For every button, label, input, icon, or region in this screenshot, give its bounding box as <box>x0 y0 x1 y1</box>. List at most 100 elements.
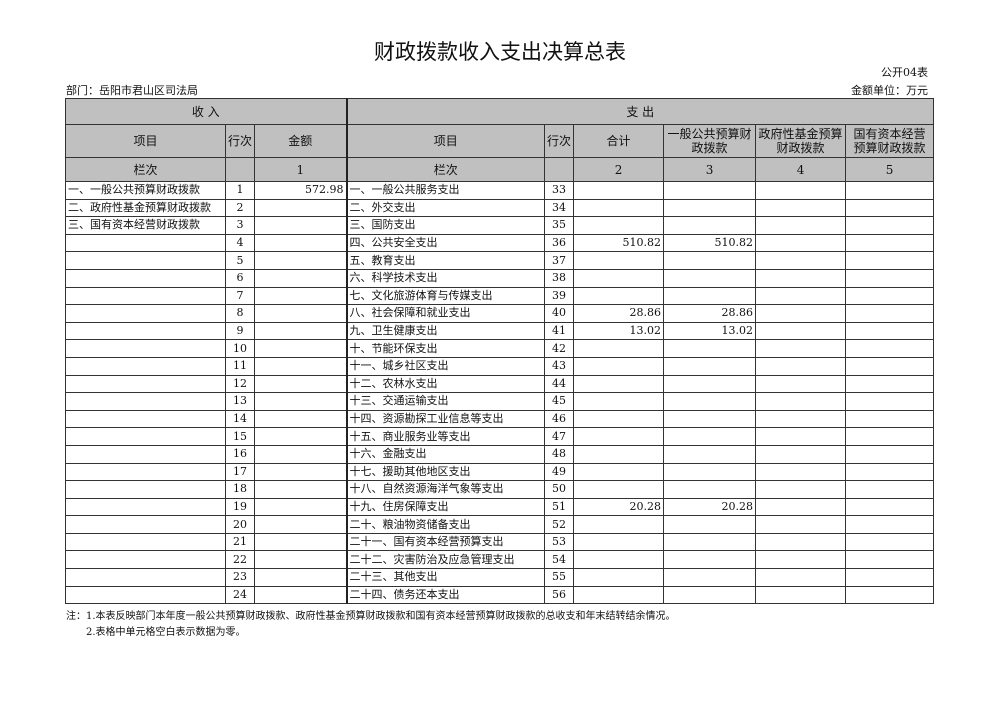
cell-in-amt <box>254 409 348 429</box>
table-row: 9 九、卫生健康支出 41 13.02 13.02 <box>65 321 935 341</box>
cell-in-amt <box>254 585 348 605</box>
cell-ex-no: 49 <box>544 462 575 482</box>
cell-in-no: 24 <box>224 585 256 605</box>
table-row: 22 二十二、灾害防治及应急管理支出 54 <box>65 550 935 570</box>
cell-ex-item: 二十三、其他支出 <box>346 568 546 587</box>
table-row: 16 十六、金融支出 48 <box>65 444 935 464</box>
cell-in-amt <box>254 497 348 517</box>
cell-in-no: 6 <box>224 268 256 288</box>
cell-in-item <box>65 304 226 323</box>
table-row: 12 十二、农林水支出 44 <box>65 374 935 394</box>
cell-ex-no: 46 <box>544 409 575 429</box>
cell-general <box>663 268 757 288</box>
table-row: 20 二十、粮油物资储备支出 52 <box>65 515 935 534</box>
cell-state <box>845 497 935 517</box>
cell-general: 20.28 <box>663 497 757 517</box>
cell-in-no: 3 <box>224 216 256 235</box>
expense-header: 支 出 <box>346 98 935 125</box>
cell-ex-item: 三、国防支出 <box>346 216 546 235</box>
cell-fund <box>755 321 847 341</box>
cell-general <box>663 585 757 605</box>
cell-total: 28.86 <box>573 304 665 323</box>
cell-in-no: 1 <box>224 181 256 200</box>
cell-in-item <box>65 339 226 358</box>
cell-in-no: 11 <box>224 356 256 376</box>
table-row: 15 十五、商业服务业等支出 47 <box>65 427 935 446</box>
budget-table: 收 入 支 出 项目 行次 金额 项目 行次 合计 一般公共预算财政拨款 政府性… <box>64 98 935 605</box>
note-2: 2.表格中单元格空白表示数据为零。 <box>66 627 246 638</box>
cell-ex-no: 34 <box>544 198 575 218</box>
expense-column-label: 栏次 <box>346 157 546 182</box>
cell-in-no: 21 <box>224 532 256 552</box>
cell-in-item <box>65 462 226 482</box>
cell-fund <box>755 480 847 499</box>
cell-in-item <box>65 568 226 587</box>
column-5: 5 <box>845 157 935 182</box>
income-row-no-header: 行次 <box>224 124 256 158</box>
table-row: 6 六、科学技术支出 38 <box>65 268 935 288</box>
cell-general: 13.02 <box>663 321 757 341</box>
state-capital-header: 国有资本经营预算财政拨款 <box>845 124 935 158</box>
cell-total <box>573 251 665 270</box>
table-row: 10 十、节能环保支出 42 <box>65 339 935 358</box>
cell-state <box>845 480 935 499</box>
cell-ex-no: 41 <box>544 321 575 341</box>
cell-fund <box>755 286 847 306</box>
cell-total <box>573 374 665 394</box>
cell-state <box>845 568 935 587</box>
cell-state <box>845 356 935 376</box>
cell-in-no: 12 <box>224 374 256 394</box>
cell-total <box>573 462 665 482</box>
cell-ex-no: 38 <box>544 268 575 288</box>
cell-state <box>845 444 935 464</box>
cell-ex-no: 54 <box>544 550 575 570</box>
table-row: 21 二十一、国有资本经营预算支出 53 <box>65 532 935 552</box>
cell-fund <box>755 374 847 394</box>
cell-in-item <box>65 392 226 411</box>
cell-total <box>573 550 665 570</box>
cell-total <box>573 392 665 411</box>
cell-ex-item: 十七、援助其他地区支出 <box>346 462 546 482</box>
income-header: 收 入 <box>64 98 348 125</box>
cell-in-item <box>65 532 226 552</box>
cell-ex-item: 十二、农林水支出 <box>346 374 546 394</box>
cell-ex-no: 51 <box>544 497 575 517</box>
cell-in-amt <box>254 392 348 411</box>
cell-ex-item: 十一、城乡社区支出 <box>346 356 546 376</box>
cell-in-amt <box>254 198 348 218</box>
cell-ex-item: 二十一、国有资本经营预算支出 <box>346 532 546 552</box>
cell-total <box>573 286 665 306</box>
table-row: 4 四、公共安全支出 36 510.82 510.82 <box>65 233 935 253</box>
cell-general <box>663 480 757 499</box>
table-row: 14 十四、资源勘探工业信息等支出 46 <box>65 409 935 429</box>
cell-ex-item: 十五、商业服务业等支出 <box>346 427 546 446</box>
cell-general <box>663 356 757 376</box>
cell-in-item <box>65 286 226 306</box>
cell-total: 13.02 <box>573 321 665 341</box>
cell-fund <box>755 356 847 376</box>
cell-total: 510.82 <box>573 233 665 253</box>
cell-general <box>663 374 757 394</box>
table-row: 7 七、文化旅游体育与传媒支出 39 <box>65 286 935 306</box>
cell-total <box>573 444 665 464</box>
cell-state <box>845 233 935 253</box>
cell-in-amt <box>254 286 348 306</box>
cell-ex-no: 44 <box>544 374 575 394</box>
cell-general <box>663 198 757 218</box>
cell-ex-no: 43 <box>544 356 575 376</box>
cell-state <box>845 321 935 341</box>
cell-in-no: 9 <box>224 321 256 341</box>
cell-in-amt <box>254 304 348 323</box>
column-1: 1 <box>254 157 348 182</box>
cell-state <box>845 251 935 270</box>
cell-total <box>573 568 665 587</box>
cell-in-amt <box>254 216 348 235</box>
cell-fund <box>755 550 847 570</box>
cell-ex-item: 六、科学技术支出 <box>346 268 546 288</box>
table-row: 5 五、教育支出 37 <box>65 251 935 270</box>
cell-total <box>573 585 665 605</box>
empty-cell <box>224 157 256 182</box>
table-row: 二、政府性基金预算财政拨款 2 二、外交支出 34 <box>65 198 935 218</box>
cell-in-amt <box>254 321 348 341</box>
cell-in-no: 18 <box>224 480 256 499</box>
